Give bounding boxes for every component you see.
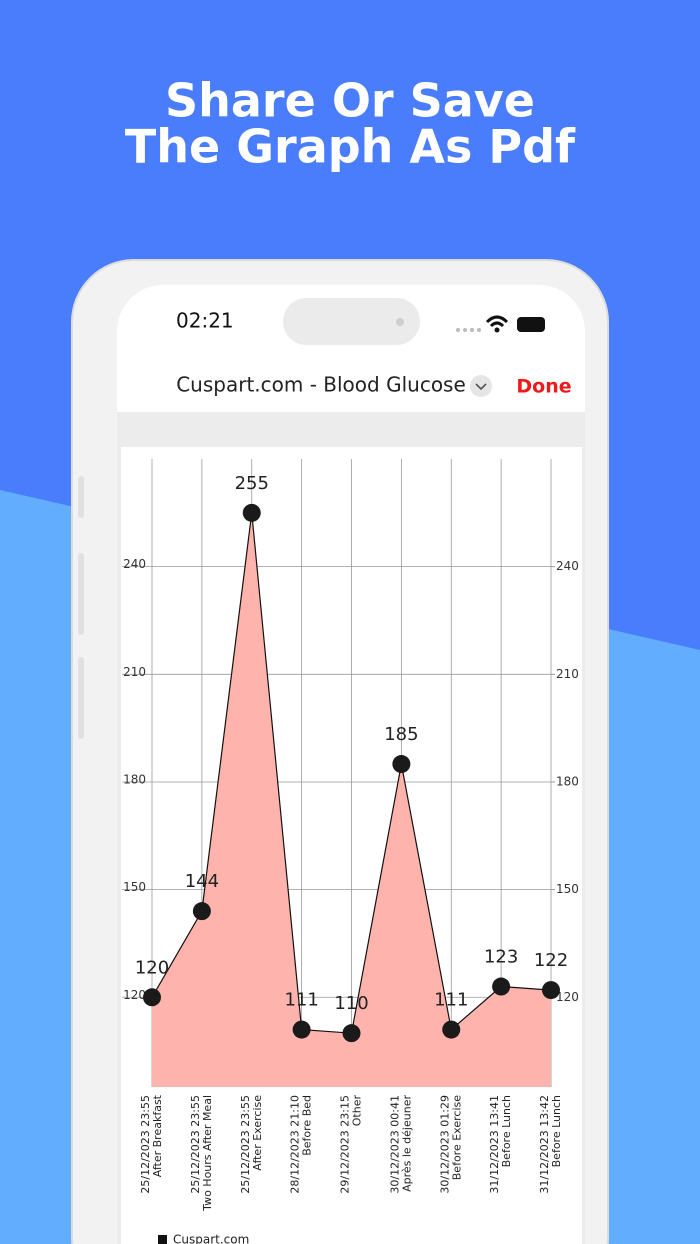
y-tick-label: 120 <box>123 988 146 1002</box>
x-tick-label: After Breakfast <box>151 1094 164 1177</box>
dynamic-island <box>283 298 420 345</box>
y-tick-label: 150 <box>123 880 146 894</box>
data-label: 144 <box>185 871 219 892</box>
headline: Share Or Save <box>165 74 535 128</box>
y-tick-label: 240 <box>123 557 146 571</box>
data-label: 122 <box>534 950 568 971</box>
dropdown-button[interactable] <box>470 375 492 397</box>
wifi-icon <box>485 315 509 328</box>
x-tick-label: Other <box>351 1095 364 1127</box>
x-tick-label: Two Hours After Meal <box>201 1095 214 1212</box>
battery-icon <box>517 317 545 332</box>
legend-swatch <box>158 1235 167 1244</box>
data-label: 255 <box>235 473 269 494</box>
x-tick-label: 30/12/2023 01:29 <box>438 1095 451 1194</box>
nav-title: Cuspart.com - Blood Glucose <box>176 373 466 397</box>
x-tick-label: Before Exercise <box>450 1095 463 1180</box>
y2-tick-label: 210 <box>556 667 579 681</box>
headline: The Graph As Pdf <box>125 120 576 174</box>
y2-tick-label: 240 <box>556 559 579 573</box>
point <box>442 1020 461 1039</box>
y2-tick-label: 180 <box>556 774 579 788</box>
dropdown-chevron <box>475 383 487 391</box>
phone-button <box>78 657 84 739</box>
data-label: 123 <box>484 947 518 968</box>
data-label: 120 <box>135 957 169 978</box>
x-tick-label: 25/12/2023 23:55 <box>139 1095 152 1194</box>
y-tick-label: 180 <box>123 772 146 786</box>
camera <box>396 318 404 326</box>
point <box>242 503 261 522</box>
y2-tick-label: 150 <box>556 882 579 896</box>
data-label: 110 <box>334 993 368 1014</box>
x-tick-label: 30/12/2023 00:41 <box>388 1095 401 1194</box>
point <box>492 977 511 996</box>
x-tick-label: 25/12/2023 23:55 <box>239 1095 252 1194</box>
status-time: 02:21 <box>176 309 234 333</box>
point <box>143 988 161 1007</box>
phone-button <box>78 553 84 635</box>
data-label: 111 <box>284 990 318 1011</box>
x-tick-label: Before Lunch <box>550 1095 563 1167</box>
point <box>342 1024 361 1043</box>
data-label: 111 <box>434 990 468 1011</box>
y2-tick-label: 120 <box>556 990 579 1004</box>
chart: 120 150 180 210 240 120 150 180 210 240 120 144 255 1… <box>122 459 579 1244</box>
data-label: 185 <box>384 724 418 745</box>
legend-label: Cuspart.com <box>173 1233 249 1244</box>
point <box>192 902 211 921</box>
x-tick-label: 31/12/2023 13:41 <box>488 1095 501 1194</box>
y-tick-label: 210 <box>123 665 146 679</box>
wifi-icon <box>494 327 500 333</box>
point <box>392 755 411 774</box>
point <box>542 981 560 1000</box>
x-tick-label: Before Lunch <box>500 1095 513 1167</box>
point <box>292 1020 311 1039</box>
x-tick-label: Before Bed <box>301 1095 314 1156</box>
x-tick-label: Après le déjeuner <box>400 1095 413 1192</box>
x-tick-label: 29/12/2023 23:15 <box>339 1095 352 1194</box>
phone-button <box>78 476 84 518</box>
done-button[interactable]: Done <box>516 376 571 398</box>
x-tick-label: 25/12/2023 23:55 <box>189 1095 202 1194</box>
x-tick-label: 31/12/2023 13:42 <box>538 1095 551 1194</box>
signal <box>456 328 481 332</box>
area <box>152 512 551 1087</box>
x-tick-label: After Exercise <box>251 1095 264 1171</box>
x-tick-label: 28/12/2023 21:10 <box>289 1095 302 1194</box>
